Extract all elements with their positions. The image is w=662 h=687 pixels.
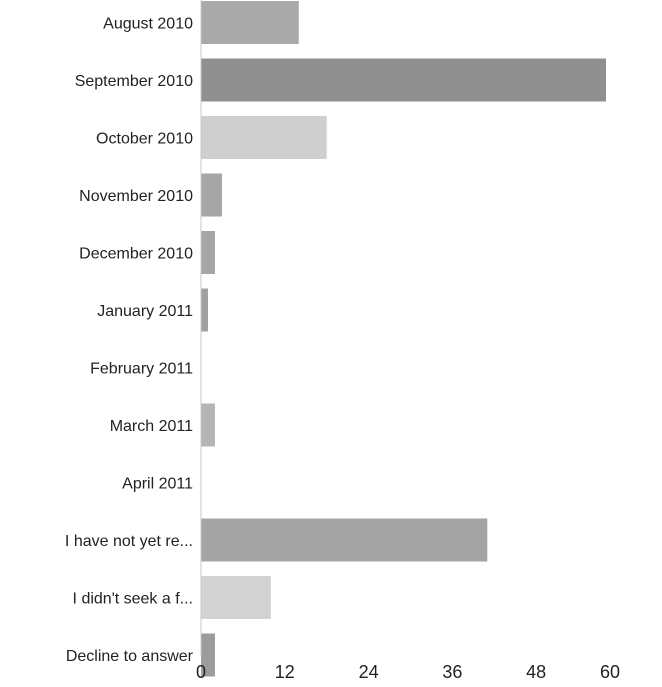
category-labels: August 2010 September 2010 October 2010 Nov… [65, 16, 194, 666]
bar-7 [201, 403, 215, 447]
x-tick-label-5: 60 [600, 662, 620, 682]
bar-0 [201, 1, 299, 44]
category-label-0: August 2010 [103, 16, 193, 33]
category-label-2: October 2010 [96, 131, 193, 148]
bar-4 [201, 231, 215, 274]
bar-5 [201, 288, 208, 332]
x-tick-label-3: 36 [442, 662, 462, 682]
category-label-4: December 2010 [79, 246, 193, 263]
x-tick-label-4: 48 [526, 662, 546, 682]
category-label-6: February 2011 [90, 361, 193, 378]
x-tick-label-1: 12 [275, 662, 295, 682]
category-label-7: March 2011 [110, 418, 193, 435]
bar-9 [201, 518, 488, 562]
bar-2 [201, 116, 327, 159]
category-label-11: Decline to answer [66, 648, 194, 665]
bars-group [201, 1, 607, 677]
category-label-9: I have not yet re... [65, 533, 193, 550]
bar-10 [201, 576, 271, 619]
category-label-1: September 2010 [75, 73, 193, 90]
x-axis-ticks: 0 12 24 36 48 60 [196, 662, 620, 682]
category-label-5: January 2011 [97, 303, 193, 320]
bar-11 [201, 633, 215, 677]
x-tick-label-0: 0 [196, 662, 206, 682]
category-label-3: November 2010 [79, 188, 193, 205]
bar-3 [201, 173, 222, 217]
category-label-8: April 2011 [122, 476, 193, 493]
bar-1 [201, 58, 607, 102]
x-tick-label-2: 24 [359, 662, 379, 682]
category-label-10: I didn't seek a f... [73, 591, 193, 608]
